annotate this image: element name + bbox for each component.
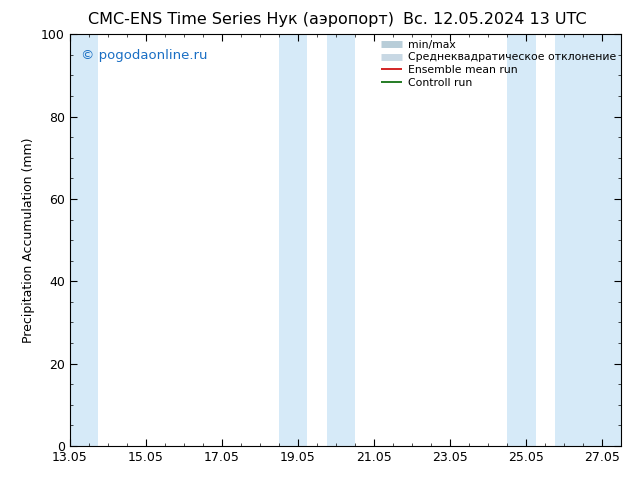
Bar [507,34,536,446]
Text: CMC-ENS Time Series Нук (аэропорт): CMC-ENS Time Series Нук (аэропорт) [88,12,394,27]
Text: © pogodaonline.ru: © pogodaonline.ru [81,49,207,62]
Bar [66,34,98,446]
Text: Вс. 12.05.2024 13 UTC: Вс. 12.05.2024 13 UTC [403,12,586,27]
Bar [327,34,355,446]
Bar [555,34,625,446]
Bar [279,34,307,446]
Y-axis label: Precipitation Accumulation (mm): Precipitation Accumulation (mm) [22,137,36,343]
Legend: min/max, Среднеквадратическое отклонение, Ensemble mean run, Controll run: min/max, Среднеквадратическое отклонение… [378,38,618,90]
